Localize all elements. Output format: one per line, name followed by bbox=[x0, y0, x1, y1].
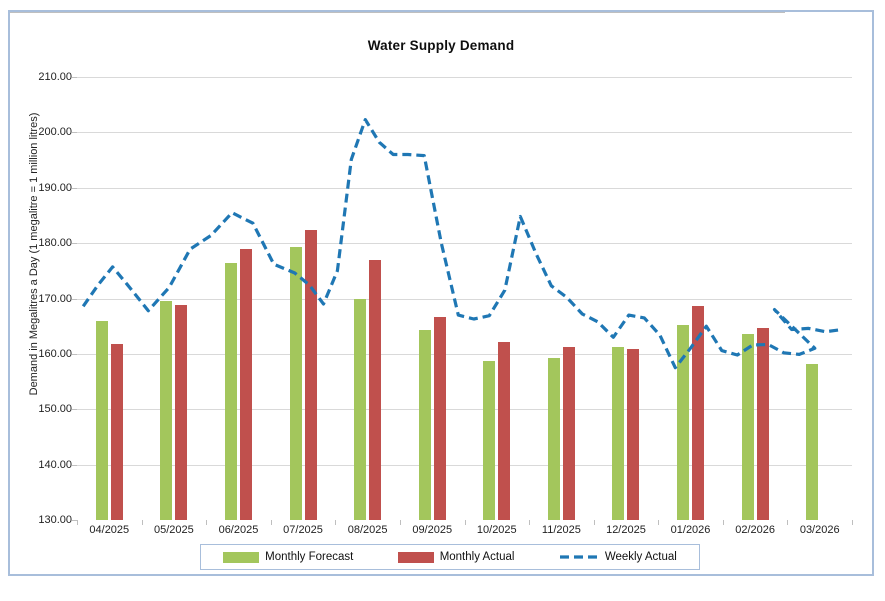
weekly-actual-path bbox=[81, 118, 843, 370]
bar-actual-08-2025 bbox=[369, 259, 382, 520]
y-tick-label: 170.00 bbox=[38, 292, 72, 305]
bar-actual-12-2025 bbox=[627, 348, 640, 520]
y-tick-mark bbox=[72, 132, 77, 134]
bars-layer bbox=[77, 77, 852, 520]
bar-forecast-02-2026 bbox=[741, 333, 754, 520]
bar-forecast-03-2026 bbox=[806, 363, 819, 520]
x-tick-mark bbox=[722, 520, 724, 525]
gridline bbox=[77, 132, 852, 134]
bar-actual-10-2025 bbox=[498, 341, 511, 520]
x-tick-mark bbox=[335, 520, 337, 525]
y-tick-mark bbox=[72, 520, 77, 521]
chart-legend: Monthly Forecast Monthly Actual Weekly Act… bbox=[200, 544, 700, 570]
bar-forecast-08-2025 bbox=[354, 298, 367, 520]
chart-title: Water Supply Demand bbox=[367, 38, 515, 53]
bar-forecast-05-2025 bbox=[160, 301, 173, 520]
x-tick-label: 05/2025 bbox=[153, 524, 194, 536]
gridline bbox=[77, 353, 852, 355]
x-tick-mark bbox=[787, 520, 789, 525]
x-tick-mark bbox=[206, 520, 208, 525]
y-tick-mark bbox=[72, 243, 77, 245]
x-tick-mark bbox=[141, 520, 143, 525]
forecast-swatch-icon bbox=[223, 551, 260, 563]
bar-actual-04-2025 bbox=[110, 344, 123, 520]
bar-forecast-11-2025 bbox=[547, 358, 560, 520]
x-tick-label: 08/2025 bbox=[347, 524, 388, 536]
bar-actual-09-2025 bbox=[433, 316, 446, 520]
bar-actual-02-2026 bbox=[756, 327, 769, 520]
weekly-actual-swatch-icon bbox=[559, 555, 598, 559]
x-tick-label: 11/2025 bbox=[541, 524, 581, 536]
y-tick-mark bbox=[72, 187, 77, 189]
bar-forecast-06-2025 bbox=[224, 262, 237, 520]
bar-forecast-04-2025 bbox=[95, 320, 108, 520]
y-tick-mark bbox=[72, 298, 77, 300]
chart-panel: Water Supply Demand 210.00 200.00 190.00 18… bbox=[8, 10, 874, 576]
x-tick-mark bbox=[658, 520, 660, 525]
y-tick-mark bbox=[72, 77, 77, 78]
y-tick-label: 180.00 bbox=[38, 237, 72, 250]
y-axis-labels: 210.00 200.00 190.00 180.00 170.00 160.00 150.… bbox=[10, 12, 72, 601]
legend-item-actual[interactable]: Monthly Actual bbox=[397, 551, 515, 563]
legend-label: Monthly Actual bbox=[439, 551, 515, 563]
y-tick-mark bbox=[72, 353, 77, 355]
gridline bbox=[77, 77, 852, 78]
y-tick-label: 130.00 bbox=[38, 514, 72, 526]
x-tick-label: 06/2025 bbox=[218, 524, 259, 536]
y-tick-label: 190.00 bbox=[38, 181, 72, 194]
y-tick-label: 140.00 bbox=[38, 458, 72, 471]
x-tick-mark bbox=[464, 520, 466, 525]
x-tick-label: 09/2025 bbox=[412, 524, 453, 536]
x-tick-label: 07/2025 bbox=[283, 524, 323, 536]
y-tick-mark bbox=[72, 464, 77, 466]
actual-swatch-icon bbox=[397, 551, 434, 563]
x-tick-label: 03/2026 bbox=[799, 524, 840, 536]
x-tick-mark bbox=[77, 520, 78, 525]
legend-label: Monthly Forecast bbox=[265, 551, 354, 563]
y-tick-label: 200.00 bbox=[38, 126, 72, 139]
y-tick-label: 160.00 bbox=[38, 347, 72, 360]
bar-forecast-12-2025 bbox=[612, 346, 625, 520]
x-tick-mark bbox=[593, 520, 595, 525]
x-tick-mark bbox=[852, 520, 853, 525]
x-tick-mark bbox=[399, 520, 401, 525]
bar-actual-06-2025 bbox=[239, 248, 252, 520]
gridline bbox=[77, 298, 852, 300]
x-axis-line bbox=[10, 12, 785, 13]
gridline bbox=[77, 464, 852, 466]
y-tick-label: 150.00 bbox=[38, 403, 72, 416]
bar-actual-05-2025 bbox=[175, 305, 188, 520]
x-tick-mark bbox=[270, 520, 272, 525]
legend-item-forecast[interactable]: Monthly Forecast bbox=[223, 551, 353, 563]
x-tick-label: 04/2025 bbox=[89, 524, 130, 536]
gridline bbox=[77, 409, 852, 411]
x-tick-label: 12/2025 bbox=[606, 524, 646, 536]
bar-forecast-10-2025 bbox=[483, 360, 496, 520]
bar-forecast-01-2026 bbox=[677, 325, 690, 520]
y-tick-label: 210.00 bbox=[38, 71, 72, 83]
weekly-actual-line bbox=[81, 118, 843, 370]
y-tick-mark bbox=[72, 409, 77, 411]
gridline bbox=[77, 187, 852, 189]
bar-actual-11-2025 bbox=[562, 346, 575, 520]
legend-label: Weekly Actual bbox=[604, 551, 677, 563]
x-tick-label: 02/2026 bbox=[735, 524, 776, 536]
x-tick-label: 01/2026 bbox=[670, 524, 711, 536]
bar-forecast-09-2025 bbox=[418, 330, 431, 520]
x-tick-mark bbox=[529, 520, 531, 525]
gridline bbox=[77, 243, 852, 245]
bar-actual-01-2026 bbox=[692, 305, 705, 520]
bar-forecast-07-2025 bbox=[289, 247, 302, 520]
x-tick-label: 10/2025 bbox=[476, 524, 517, 536]
bar-actual-07-2025 bbox=[304, 229, 317, 520]
legend-item-line[interactable]: Weekly Actual bbox=[559, 551, 677, 563]
